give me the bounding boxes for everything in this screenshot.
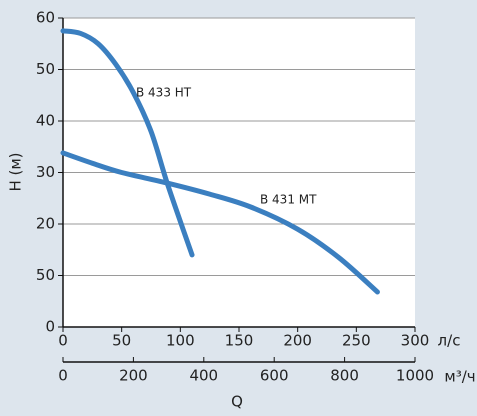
y-tick-label: 50 <box>36 266 55 284</box>
x2-unit: м³/ч <box>444 368 475 386</box>
curve-label: B 431 MT <box>260 193 317 207</box>
y-tick-label: 30 <box>36 163 55 181</box>
x2-tick-label: 0 <box>58 367 68 385</box>
x-tick-label: 50 <box>112 332 131 350</box>
curve <box>60 28 195 258</box>
y-tick-label: 60 <box>36 9 55 27</box>
x-unit: л/с <box>438 332 461 350</box>
x2-tick-label: 800 <box>330 367 359 385</box>
y-tick-label: 0 <box>45 318 55 336</box>
x-tick-label: 200 <box>283 332 312 350</box>
x-tick-label: 250 <box>342 332 371 350</box>
curve <box>60 150 380 295</box>
x2-tick-label: 1000 <box>396 367 434 385</box>
x2-tick-label: 400 <box>189 367 218 385</box>
x-tick-label: 0 <box>58 332 68 350</box>
curve-label: B 433 HT <box>136 86 192 100</box>
x2-tick-label: 600 <box>260 367 289 385</box>
x-axis-label: Q <box>231 393 243 411</box>
y-axis-label: H (м) <box>7 152 25 191</box>
x2-tick-label: 200 <box>119 367 148 385</box>
y-tick-label: 40 <box>36 112 55 130</box>
x-tick-label: 300 <box>401 332 430 350</box>
x-tick-label: 100 <box>166 332 195 350</box>
y-tick-label: 20 <box>36 215 55 233</box>
y-tick-label: 50 <box>36 60 55 78</box>
x-tick-label: 150 <box>225 332 254 350</box>
